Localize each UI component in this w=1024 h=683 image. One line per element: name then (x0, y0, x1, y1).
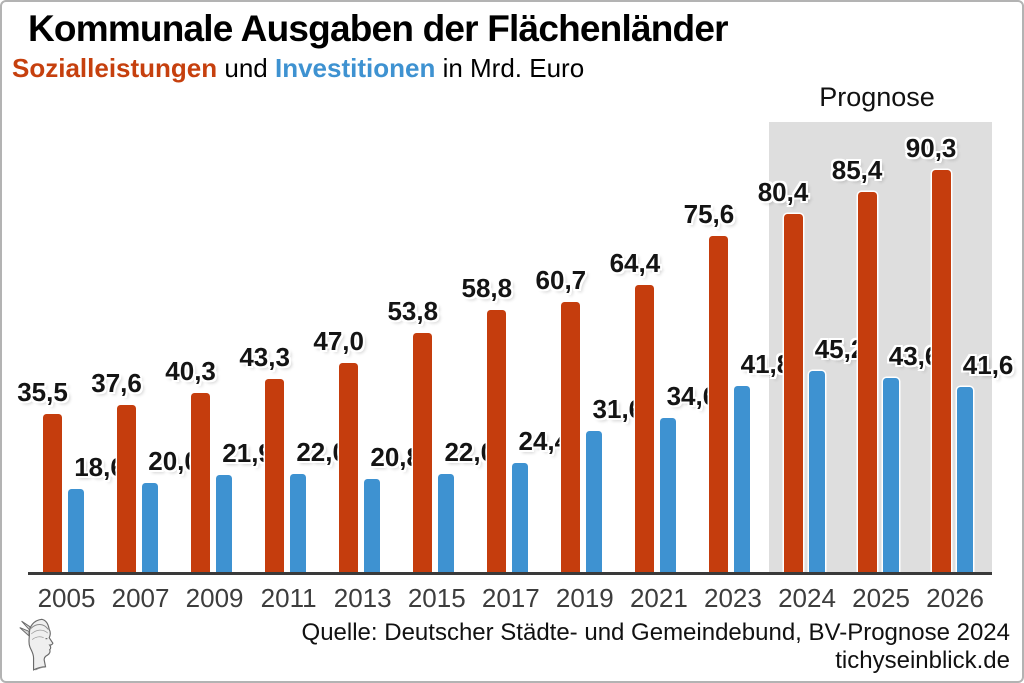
value-label: 41,6 (962, 349, 1014, 380)
bar-sozialleistungen (413, 332, 433, 572)
bar-investitionen (734, 386, 751, 572)
value-label: 43,6 (888, 340, 940, 371)
value-label: 35,5 (17, 377, 68, 408)
bar-sozialleistungen (339, 362, 359, 572)
value-label: 53,8 (387, 295, 439, 326)
value-label: 58,8 (461, 273, 513, 304)
bar-sozialleistungen (43, 414, 62, 572)
value-label: 90,3 (905, 133, 957, 164)
website-text: tichyseinblick.de (835, 647, 1010, 674)
bar-investitionen (216, 474, 233, 572)
bar-chart: 35,5 18,6 37,6 20,0 40,3 21,9 43,3 22,0 47,0 20,8… (2, 2, 1024, 572)
bar-sozialleistungen (265, 379, 285, 572)
value-label: 47,0 (313, 325, 364, 356)
bar-sozialleistungen (487, 310, 507, 572)
legend-conjunction: und (217, 53, 275, 83)
value-label: 41,8 (740, 348, 792, 379)
value-label: 20,8 (370, 442, 421, 473)
x-axis-label: 2005 (37, 583, 96, 613)
bar-sozialleistungen (191, 392, 211, 572)
bar-investitionen (808, 370, 825, 572)
page-title: Kommunale Ausgaben der Flächenländer (28, 8, 729, 49)
x-axis-label: 2011 (260, 583, 317, 613)
bar-sozialleistungen (709, 235, 729, 572)
x-axis-label: 2015 (407, 583, 466, 613)
x-axis-line (28, 572, 992, 575)
value-label: 22,0 (444, 437, 496, 468)
x-axis-label: 2021 (629, 583, 688, 613)
x-axis-label: 2025 (852, 583, 910, 613)
bar-investitionen (660, 418, 677, 572)
legend-unit: in Mrd. Euro (435, 53, 585, 83)
value-label: 64,4 (609, 248, 661, 279)
legend-sozialleistungen: Sozialleistungen (12, 53, 218, 83)
bar-investitionen (956, 386, 973, 572)
x-axis-label: 2024 (778, 583, 836, 613)
value-label: 31,6 (592, 394, 644, 425)
bar-investitionen (512, 463, 529, 572)
source-text: Quelle: Deutscher Städte- und Gemeindebu… (301, 619, 1010, 646)
x-axis-label: 2026 (926, 583, 985, 613)
value-label: 40,3 (165, 355, 216, 386)
value-label: 22,0 (296, 437, 347, 468)
bar-sozialleistungen (561, 301, 581, 572)
bar-sozialleistungen (931, 170, 951, 572)
bar-investitionen (290, 474, 307, 572)
value-label: 20,0 (148, 446, 199, 476)
value-label: 21,9 (222, 437, 273, 468)
x-axis-label: 2013 (333, 583, 392, 613)
value-label: 18,6 (74, 452, 125, 483)
legend-investitionen: Investitionen (274, 53, 436, 83)
prognose-highlight-band (769, 122, 992, 573)
tichyseinblick-logo-icon (19, 618, 54, 671)
bar-sozialleistungen (635, 285, 655, 572)
bar-investitionen (438, 474, 455, 572)
bar-sozialleistungen (783, 214, 803, 572)
value-label: 75,6 (683, 198, 735, 229)
bar-investitionen (142, 483, 159, 572)
prognose-label: Prognose (819, 82, 935, 112)
value-label: 80,4 (757, 177, 809, 208)
bar-investitionen (586, 431, 603, 572)
bar-investitionen (882, 377, 899, 572)
value-label: 43,3 (239, 342, 290, 373)
value-label: 85,4 (831, 154, 883, 185)
value-label: 60,7 (535, 264, 587, 295)
x-axis-label: 2017 (481, 583, 540, 613)
chart-subtitle-legend: Sozialleistungen und Investitionen in Mr… (12, 53, 584, 84)
value-label: 37,6 (91, 367, 142, 398)
bar-investitionen (364, 479, 381, 572)
value-label: 24,4 (518, 426, 570, 457)
value-label: 34,6 (666, 381, 718, 412)
bar-sozialleistungen (857, 191, 877, 572)
bar-sozialleistungen (117, 404, 137, 572)
x-axis-label: 2023 (704, 583, 762, 613)
x-axis-label: 2009 (185, 583, 244, 613)
x-axis-label: 2019 (555, 583, 614, 613)
x-axis-label: 2007 (111, 583, 170, 613)
bar-investitionen (68, 489, 84, 572)
value-label: 45,2 (814, 333, 866, 364)
